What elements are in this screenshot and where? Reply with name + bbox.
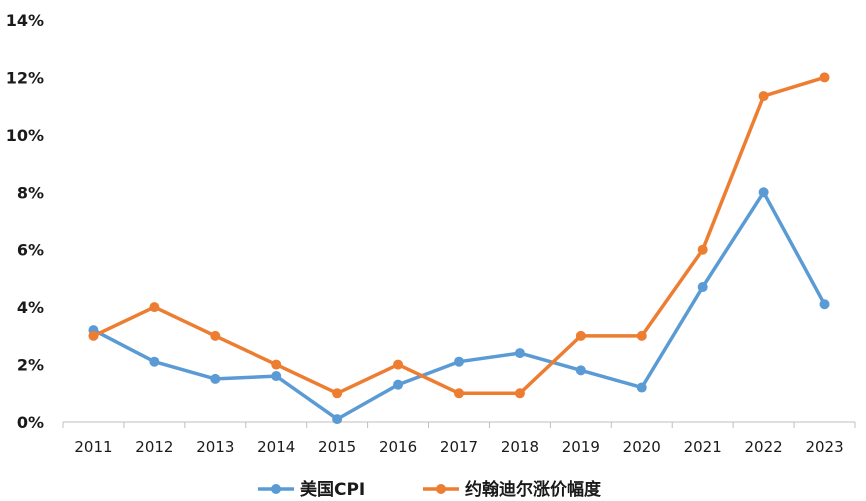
x-tick-label: 2018 [501, 438, 539, 456]
series-line-1 [91, 190, 827, 421]
data-point-series-2 [271, 359, 282, 370]
data-point-series-1 [332, 414, 343, 425]
x-tick-label: 2015 [318, 438, 356, 456]
legend-marker [436, 484, 446, 494]
data-point-series-2 [819, 72, 830, 83]
legend: 美国CPI 约翰迪尔涨价幅度 [258, 479, 602, 500]
data-point-series-1 [697, 282, 708, 293]
x-tick-label: 2019 [562, 438, 600, 456]
y-tick-label: 12% [6, 68, 44, 87]
series-line-2 [91, 75, 827, 396]
y-tick-label: 6% [17, 241, 44, 260]
data-point-series-2 [575, 330, 586, 341]
data-point-series-2 [758, 91, 769, 102]
x-tick-label: 2020 [623, 438, 661, 456]
y-tick-label: 10% [6, 126, 44, 145]
data-point-series-1 [819, 299, 830, 310]
x-axis-tick-marks [62, 422, 856, 428]
y-tick-label: 8% [17, 183, 44, 202]
data-point-series-1 [210, 373, 221, 384]
data-point-series-2 [210, 330, 221, 341]
series-lines [91, 75, 827, 421]
x-tick-label: 2012 [135, 438, 173, 456]
legend-label: 美国CPI [300, 479, 365, 500]
data-point-series-1 [271, 371, 282, 382]
data-point-series-1 [393, 379, 404, 390]
x-tick-label: 2021 [684, 438, 722, 456]
y-tick-label: 14% [6, 11, 44, 30]
data-point-series-1 [514, 348, 525, 359]
data-point-series-1 [636, 382, 647, 393]
data-point-series-2 [514, 388, 525, 399]
data-point-series-2 [332, 388, 343, 399]
data-point-series-1 [149, 356, 160, 367]
x-tick-label: 2014 [257, 438, 295, 456]
data-point-series-1 [454, 356, 464, 367]
data-point-series-2 [149, 302, 160, 313]
x-axis-tick-labels: 2011 2012 2013 2014 2015 2016 2017 2018 2019 2020… [74, 438, 843, 456]
x-tick-label: 2017 [440, 438, 478, 456]
x-tick-label: 2023 [805, 438, 843, 456]
x-tick-label: 2013 [196, 438, 234, 456]
data-point-series-2 [697, 244, 708, 255]
x-tick-label: 2016 [379, 438, 417, 456]
data-point-series-2 [88, 330, 99, 341]
data-point-series-1 [575, 365, 586, 376]
series-points [88, 72, 830, 425]
legend-marker [271, 484, 281, 494]
x-tick-label: 2011 [74, 438, 112, 456]
y-tick-label: 2% [17, 356, 44, 375]
data-point-series-1 [758, 187, 769, 198]
x-tick-label: 2022 [745, 438, 783, 456]
data-point-series-2 [636, 330, 647, 341]
y-tick-label: 0% [17, 413, 44, 432]
y-axis-tick-labels: 0% 2% 4% 6% 8% 10% 12% 14% [6, 11, 44, 432]
data-point-series-2 [454, 388, 464, 399]
y-tick-label: 4% [17, 298, 44, 317]
legend-label: 约翰迪尔涨价幅度 [465, 479, 602, 500]
data-point-series-2 [393, 359, 404, 370]
